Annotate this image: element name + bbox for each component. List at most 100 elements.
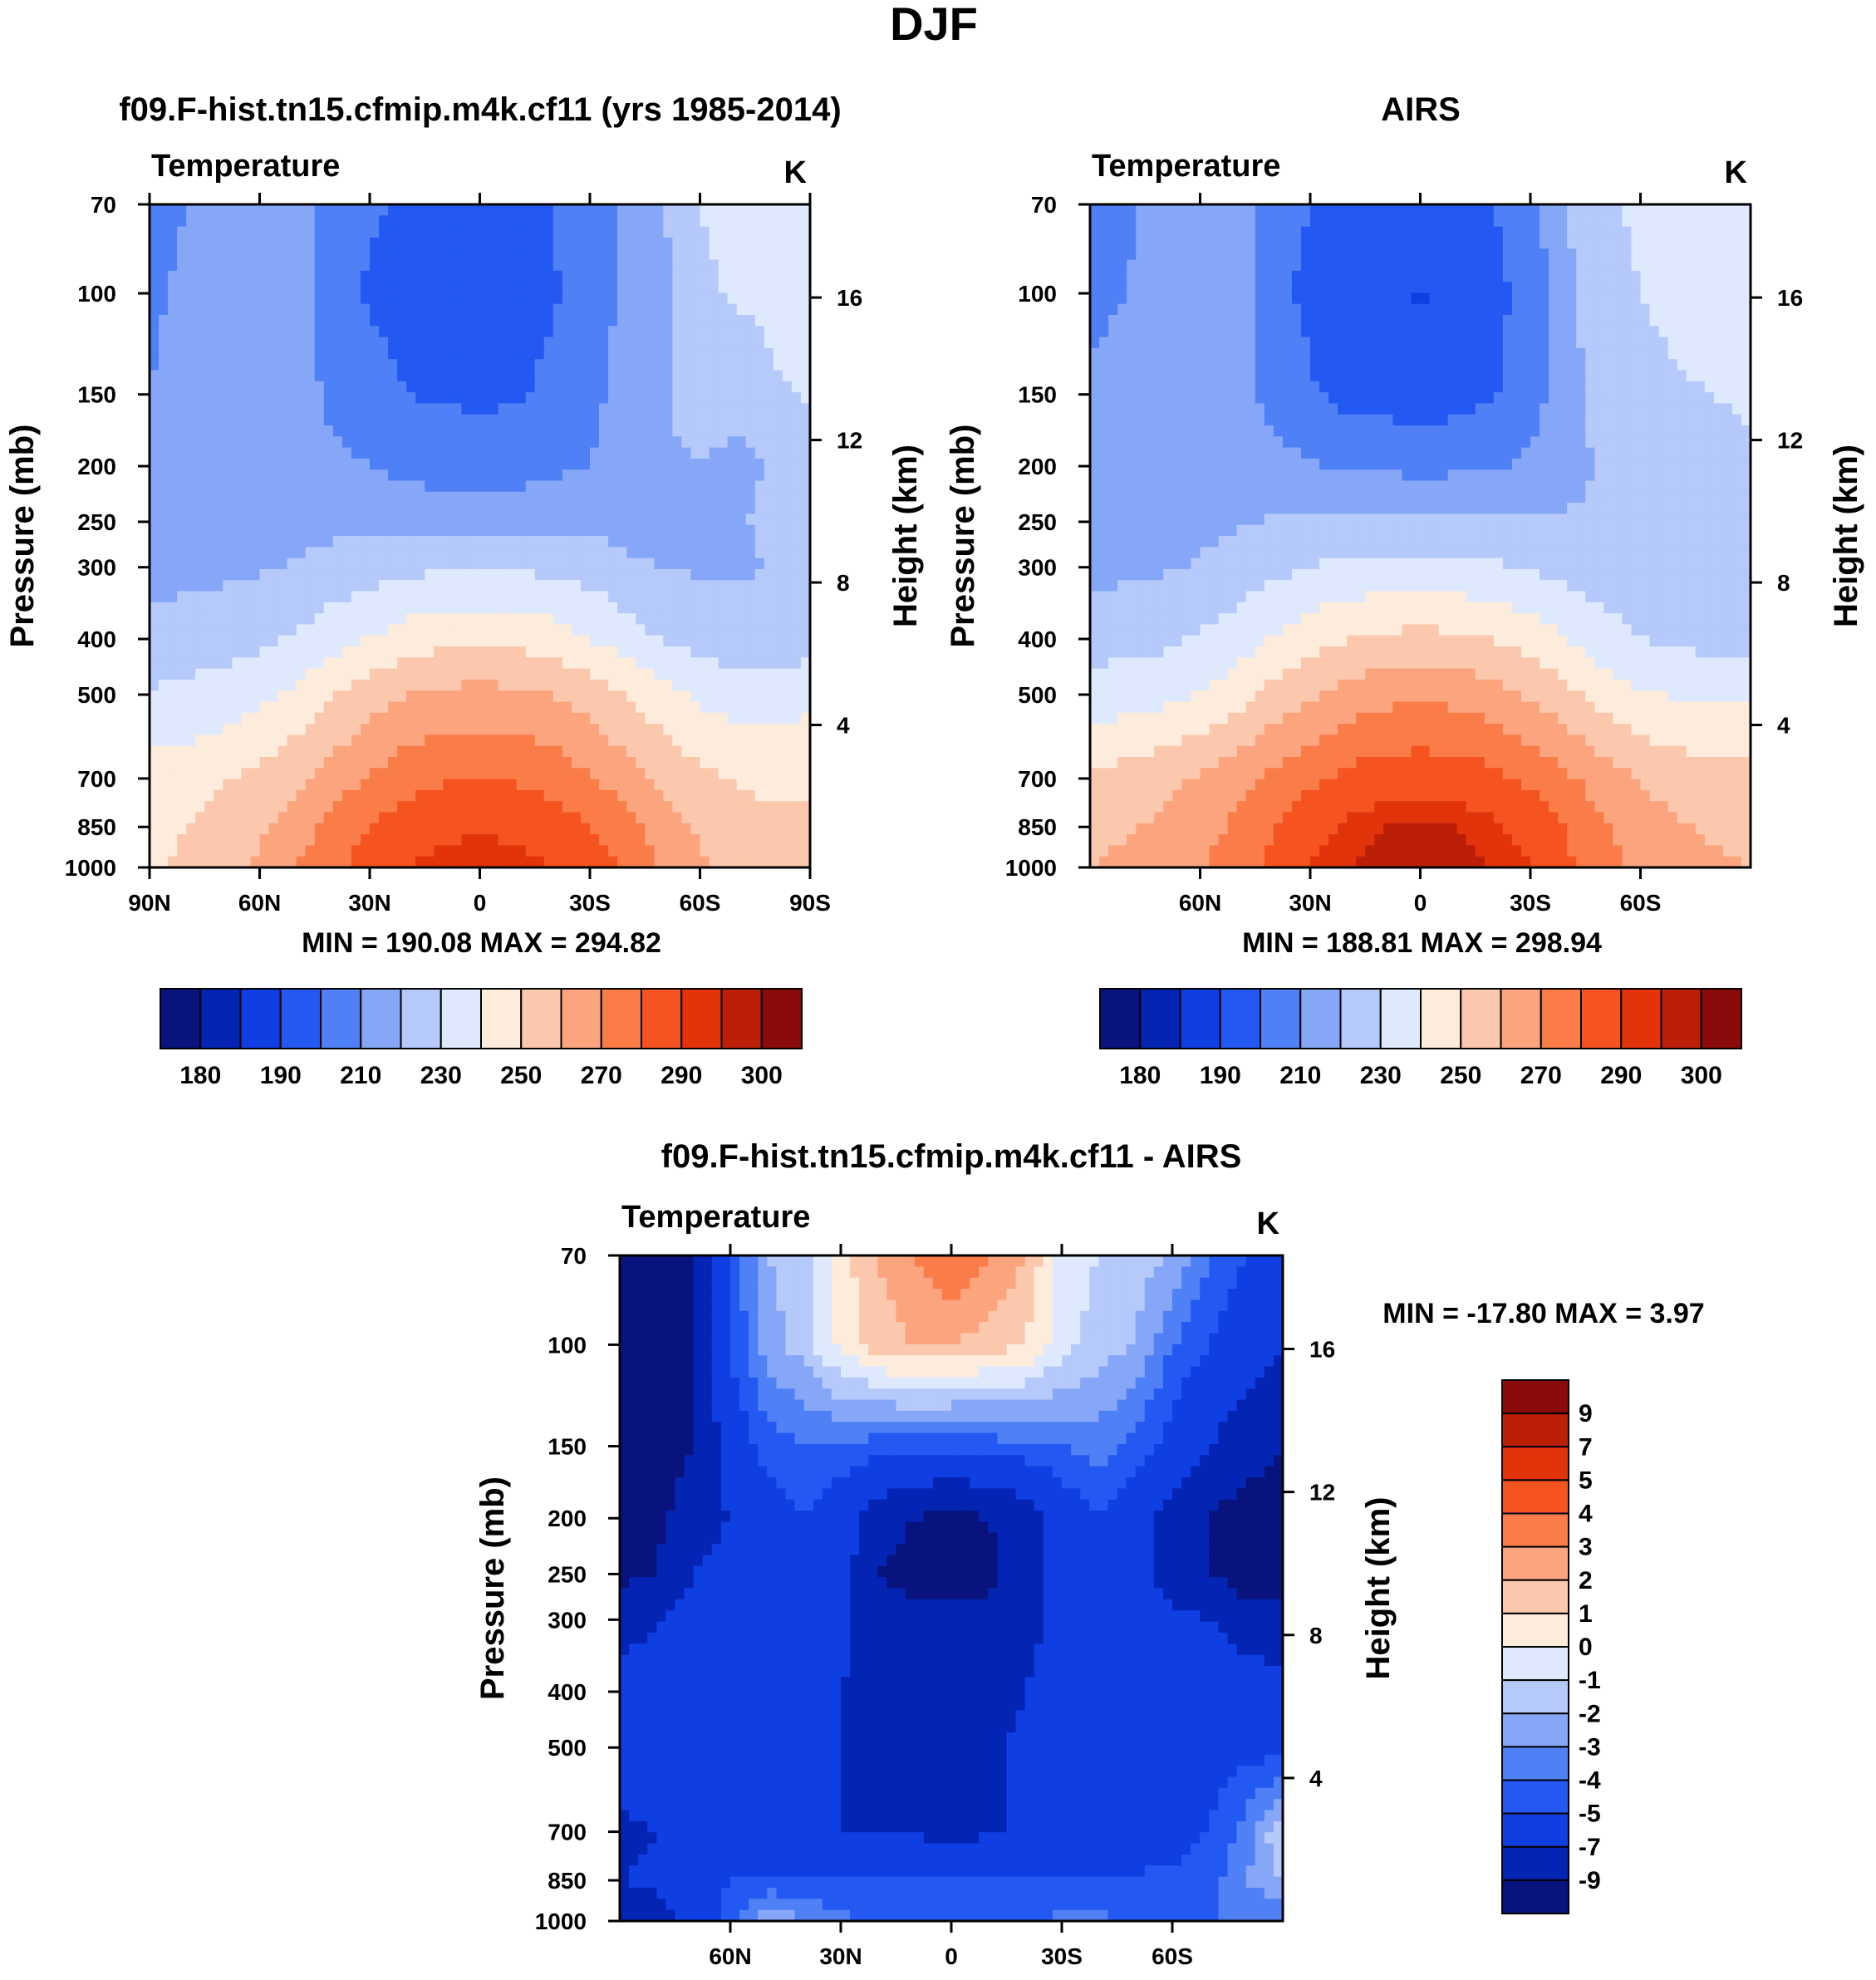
contour-cell <box>773 558 783 570</box>
contour-cell <box>223 480 233 493</box>
contour-cell <box>718 613 729 625</box>
contour-cell <box>718 856 729 867</box>
contour-cell <box>782 303 793 316</box>
pressure-tick-label: 1000 <box>65 855 116 881</box>
contour-cell <box>681 392 692 404</box>
contour-cell <box>415 491 425 504</box>
contour-cell <box>168 237 178 249</box>
height-tick-label: 12 <box>837 428 862 454</box>
contour-cell <box>204 524 214 537</box>
contour-cell <box>672 425 683 437</box>
contour-cell <box>1420 215 1431 228</box>
contour-cell <box>214 303 223 316</box>
contour-cell <box>617 768 627 780</box>
contour-cell <box>443 292 453 305</box>
contour-cell <box>498 414 508 426</box>
contour-cell <box>663 425 673 437</box>
contour-cell <box>525 436 536 449</box>
contour-cell <box>150 856 160 867</box>
contour-cell <box>1099 215 1109 228</box>
contour-cell <box>388 248 398 261</box>
contour-cell <box>681 679 692 691</box>
contour-cell <box>443 480 453 493</box>
contour-cell <box>296 624 307 636</box>
contour-cell <box>507 536 518 548</box>
contour-cell <box>150 392 160 404</box>
contour-cell <box>599 823 609 835</box>
contour-cell <box>425 425 435 437</box>
contour-cell <box>434 568 444 581</box>
contour-cell <box>590 624 600 636</box>
contour-cell <box>709 580 719 592</box>
contour-cell <box>1356 226 1366 238</box>
contour-cell <box>351 259 361 272</box>
contour-cell <box>425 414 435 426</box>
contour-cell <box>791 690 802 703</box>
contour-cell <box>745 513 756 526</box>
contour-cell <box>1181 226 1192 238</box>
contour-cell <box>1677 259 1687 272</box>
contour-cell <box>590 779 600 791</box>
contour-cell <box>296 558 307 570</box>
contour-cell <box>534 347 545 360</box>
contour-cell <box>232 856 243 867</box>
contour-cell <box>791 326 802 338</box>
contour-cell <box>1585 204 1595 216</box>
contour-cell <box>727 326 738 338</box>
contour-cell <box>168 779 178 791</box>
contour-cell <box>571 524 582 537</box>
contour-cell <box>1392 259 1403 272</box>
contour-cell <box>764 812 774 824</box>
contour-cell <box>700 436 710 449</box>
contour-cell <box>186 326 196 338</box>
contour-cell <box>764 469 774 482</box>
contour-cell <box>1658 270 1669 283</box>
contour-cell <box>1365 282 1375 293</box>
contour-cell <box>250 591 261 603</box>
contour-cell <box>580 768 591 780</box>
contour-cell <box>1127 215 1137 228</box>
contour-cell <box>397 558 407 570</box>
contour-cell <box>754 558 765 570</box>
contour-cell <box>745 215 756 228</box>
contour-cell <box>663 337 673 349</box>
contour-cell <box>690 823 701 835</box>
contour-cell <box>159 801 169 813</box>
contour-cell <box>736 259 747 272</box>
contour-cell <box>277 602 288 614</box>
contour-cell <box>727 580 738 592</box>
contour-cell <box>204 303 214 316</box>
contour-cell <box>498 259 508 272</box>
contour-cell <box>425 768 435 780</box>
contour-cell <box>498 425 508 437</box>
contour-cell <box>305 547 316 559</box>
contour-cell <box>305 414 316 426</box>
contour-cell <box>727 480 738 493</box>
contour-cell <box>195 712 205 725</box>
contour-cell <box>277 547 288 559</box>
contour-cell <box>754 690 765 703</box>
contour-cell <box>617 237 627 249</box>
contour-cell <box>681 591 692 603</box>
contour-cell <box>296 646 307 658</box>
contour-cell <box>341 679 352 691</box>
contour-cell <box>452 480 463 493</box>
contour-cell <box>1282 226 1293 238</box>
contour-cell <box>571 425 582 437</box>
contour-cell <box>204 668 214 680</box>
contour-cell <box>223 536 233 548</box>
contour-cell <box>332 735 343 747</box>
contour-cell <box>268 580 279 592</box>
contour-cell <box>415 701 425 714</box>
contour-cell <box>791 359 802 371</box>
contour-cell <box>1640 204 1651 216</box>
contour-cell <box>259 690 270 703</box>
contour-cell <box>470 580 481 592</box>
contour-cell <box>489 248 499 261</box>
contour-cell <box>425 392 435 404</box>
contour-cell <box>681 768 692 780</box>
contour-cell <box>727 359 738 371</box>
contour-cell <box>599 491 609 504</box>
contour-cell <box>599 292 609 305</box>
contour-cell <box>214 668 223 680</box>
